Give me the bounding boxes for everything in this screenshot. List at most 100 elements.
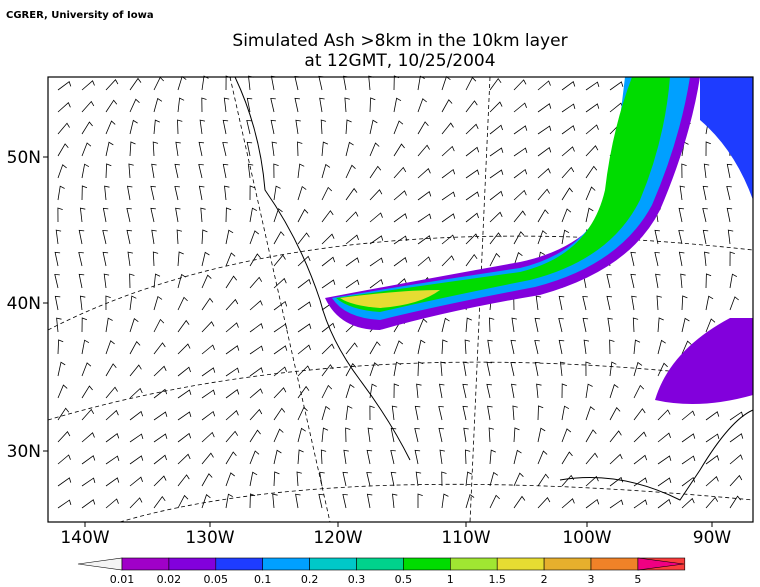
coastlines bbox=[234, 76, 754, 501]
wind-barb bbox=[129, 77, 142, 91]
wind-barb bbox=[345, 187, 358, 201]
wind-barb bbox=[103, 273, 110, 289]
wind-barb bbox=[225, 229, 234, 245]
wind-barb bbox=[656, 295, 662, 311]
x-tick-label: 130W bbox=[185, 528, 234, 548]
wind-barb bbox=[537, 405, 544, 421]
wind-barb bbox=[129, 387, 143, 399]
wind-barb bbox=[393, 257, 408, 267]
ash-plume bbox=[325, 77, 753, 404]
wind-barb bbox=[177, 389, 192, 399]
wind-barb bbox=[249, 388, 263, 399]
wind-barb bbox=[414, 405, 421, 421]
wind-barb bbox=[153, 97, 163, 113]
wind-barb bbox=[297, 365, 311, 377]
wind-barb bbox=[561, 166, 575, 179]
colorbar-label: 0.02 bbox=[157, 573, 182, 586]
wind-barb bbox=[705, 141, 711, 157]
wind-barb bbox=[127, 185, 133, 201]
colorbar-box bbox=[403, 557, 451, 571]
wind-barb bbox=[153, 433, 168, 443]
wind-barb bbox=[633, 408, 646, 421]
wind-barb bbox=[105, 477, 120, 487]
wind-barb bbox=[321, 384, 333, 399]
x-tick-label: 140W bbox=[60, 528, 109, 548]
wind-barb bbox=[488, 317, 495, 333]
wind-barb bbox=[222, 141, 228, 157]
wind-barb bbox=[127, 251, 133, 267]
wind-barb bbox=[345, 141, 354, 157]
wind-barb bbox=[489, 124, 503, 135]
wind-barb bbox=[441, 99, 453, 113]
wind-barb bbox=[273, 163, 279, 179]
wind-barb bbox=[174, 163, 180, 179]
wind-barb bbox=[225, 367, 240, 377]
wind-barb bbox=[417, 191, 432, 201]
wind-barb bbox=[464, 339, 471, 355]
wind-barb bbox=[57, 407, 70, 421]
wind-barb bbox=[630, 251, 636, 267]
wind-barb bbox=[537, 497, 551, 509]
wind-barb bbox=[729, 273, 737, 289]
wind-barb bbox=[177, 319, 190, 333]
wind-barb bbox=[249, 185, 255, 201]
colorbar-box bbox=[215, 557, 264, 571]
wind-barb bbox=[558, 317, 564, 333]
wind-barb bbox=[126, 207, 132, 223]
colorbar-label: 0.2 bbox=[301, 573, 319, 586]
wind-barb bbox=[177, 366, 191, 377]
wind-barb bbox=[201, 75, 209, 91]
wind-barb bbox=[57, 361, 66, 377]
wind-barb bbox=[487, 405, 493, 421]
wind-barb bbox=[537, 209, 549, 223]
wind-barb bbox=[153, 342, 166, 355]
wind-barb bbox=[609, 361, 617, 377]
wind-barb bbox=[729, 454, 743, 465]
wind-barb bbox=[585, 103, 600, 113]
wind-barb bbox=[222, 119, 229, 135]
colorbar-label: 0.05 bbox=[204, 573, 229, 586]
wind-barb bbox=[583, 339, 590, 355]
wind-barb bbox=[129, 364, 142, 377]
wind-barb bbox=[222, 163, 229, 179]
wind-barb bbox=[390, 427, 397, 443]
colorbar-box bbox=[449, 557, 498, 571]
wind-barb bbox=[705, 455, 720, 465]
wind-barb bbox=[606, 273, 612, 289]
wind-barb bbox=[273, 185, 281, 201]
colorbar-box bbox=[121, 557, 170, 571]
wind-barb bbox=[201, 321, 215, 333]
wind-barb bbox=[681, 295, 688, 311]
map-frame bbox=[47, 76, 754, 523]
wind-barb bbox=[486, 383, 492, 399]
wind-barb bbox=[345, 384, 355, 399]
wind-barb bbox=[465, 191, 480, 201]
wind-barb bbox=[201, 297, 214, 311]
wind-barb bbox=[345, 342, 358, 355]
wind-barb bbox=[561, 428, 572, 443]
wind-barb bbox=[631, 295, 637, 311]
x-tick-label: 90W bbox=[693, 528, 732, 548]
wind-barb bbox=[729, 251, 735, 267]
wind-barb bbox=[225, 493, 233, 509]
wind-barb bbox=[702, 229, 709, 245]
wind-barb bbox=[81, 163, 90, 179]
wind-barb bbox=[297, 427, 306, 443]
wind-barb bbox=[657, 477, 672, 487]
wind-barb bbox=[705, 476, 719, 487]
wind-barb bbox=[681, 433, 696, 443]
wind-barb bbox=[54, 273, 60, 289]
wind-barb bbox=[441, 339, 448, 355]
wind-barb bbox=[537, 147, 552, 157]
colorbar-box bbox=[262, 557, 310, 571]
wind-barb bbox=[558, 339, 565, 355]
wind-barb bbox=[633, 477, 648, 487]
wind-barb bbox=[465, 212, 479, 223]
wind-barb bbox=[417, 98, 427, 113]
wind-barb bbox=[537, 103, 552, 113]
wind-barb bbox=[105, 409, 119, 421]
colorbar-box bbox=[496, 557, 545, 571]
wind-barb bbox=[81, 455, 96, 465]
wind-barb bbox=[585, 207, 594, 223]
wind-barb bbox=[489, 78, 502, 91]
